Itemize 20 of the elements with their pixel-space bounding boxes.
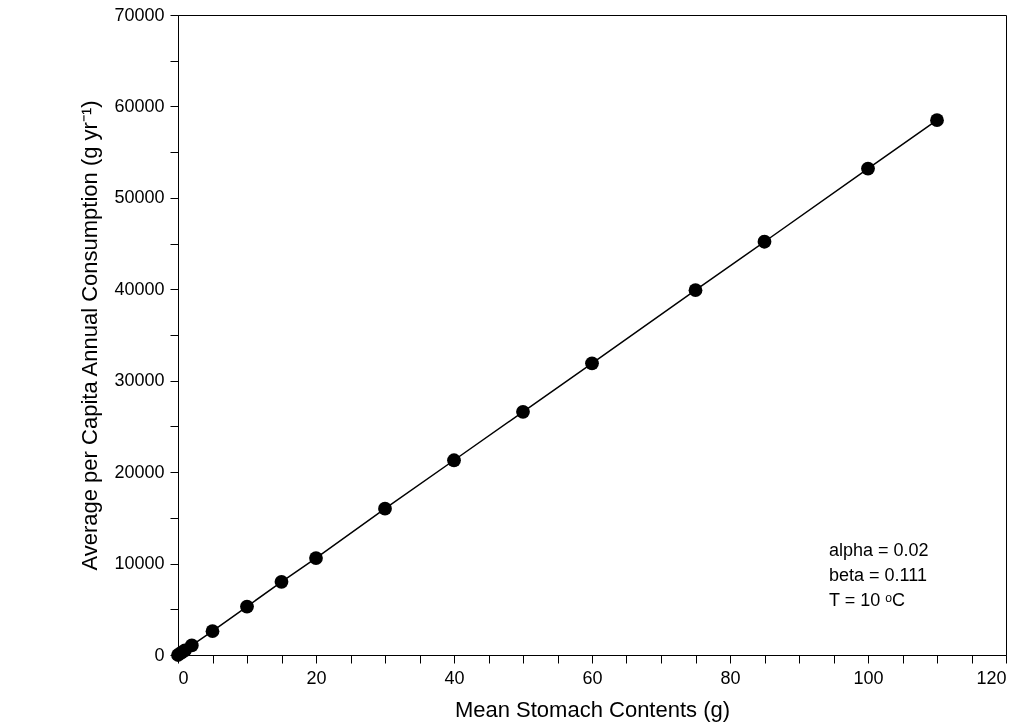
x-tick-label: 80 <box>720 667 741 688</box>
y-axis-title: Average per Capita Annual Consumption (g yr⁻¹) <box>77 100 103 571</box>
annotation: beta = 0.111 <box>829 565 927 585</box>
y-tick-label: 0 <box>154 644 165 665</box>
y-tick-label: 50000 <box>114 187 165 208</box>
x-tick-label: 20 <box>306 667 327 688</box>
annotation: T = 10 ᵒC <box>829 590 905 610</box>
y-tick-label: 40000 <box>114 278 165 299</box>
x-tick-label: 60 <box>582 667 603 688</box>
x-tick-label: 40 <box>444 667 465 688</box>
x-tick-label: 0 <box>178 667 189 688</box>
y-tick-label: 30000 <box>114 370 165 391</box>
y-tick-label: 60000 <box>114 95 165 116</box>
y-tick-label: 70000 <box>114 4 165 25</box>
annotation: alpha = 0.02 <box>829 540 929 560</box>
x-axis-title: Mean Stomach Contents (g) <box>454 696 731 722</box>
y-tick-label: 10000 <box>114 553 165 574</box>
y-tick-label: 20000 <box>114 461 165 482</box>
x-tick-label: 100 <box>853 667 884 688</box>
x-tick-label: 120 <box>976 667 1007 688</box>
